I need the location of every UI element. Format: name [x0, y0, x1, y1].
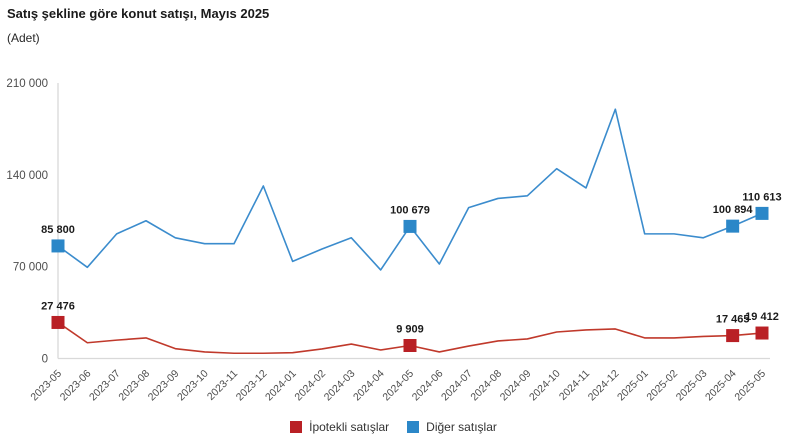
x-tick-label: 2023-08	[116, 368, 152, 404]
x-tick-label: 2023-09	[146, 368, 182, 404]
x-tick-label: 2024-06	[410, 368, 446, 404]
x-tick-label: 2024-08	[468, 368, 504, 404]
legend-item-diger[interactable]: Diğer satışlar	[407, 420, 497, 434]
series-line	[57, 108, 763, 271]
x-tick-label: 2025-01	[615, 368, 651, 404]
x-tick-label: 2024-09	[498, 368, 534, 404]
data-point-label: 19 412	[745, 311, 779, 323]
x-tick-label: 2024-01	[263, 368, 299, 404]
data-point-label: 100 679	[390, 204, 430, 216]
chart-title: Satış şekline göre konut satışı, Mayıs 2…	[7, 6, 270, 21]
data-point-label: 110 613	[742, 191, 781, 203]
x-tick-label: 2024-04	[351, 368, 387, 404]
data-point-marker	[755, 326, 769, 340]
ipotekli-swatch-icon	[290, 421, 303, 433]
data-point-marker	[726, 329, 740, 343]
data-point-label: 9 909	[396, 324, 424, 336]
x-tick-label: 2024-03	[322, 368, 358, 404]
x-tick-label: 2024-12	[586, 368, 622, 404]
data-point-marker	[726, 219, 740, 233]
data-point-label: 85 800	[41, 224, 75, 236]
x-tick-label: 2023-06	[58, 368, 94, 404]
x-tick-label: 2023-07	[87, 368, 123, 404]
x-tick-label: 2025-03	[674, 368, 710, 404]
y-tick-label: 140 000	[6, 170, 48, 182]
x-tick-label: 2024-10	[527, 368, 563, 404]
x-tick-label: 2024-05	[380, 368, 416, 404]
x-tick-label: 2024-11	[557, 368, 592, 403]
data-point-label: 27 476	[41, 300, 75, 312]
chart-legend: İpotekli satışlar Diğer satışlar	[0, 420, 787, 434]
data-point-marker	[755, 206, 769, 220]
x-tick-label: 2025-04	[703, 368, 739, 404]
x-tick-label: 2025-02	[644, 368, 680, 404]
chart-unit-label: (Adet)	[7, 31, 40, 45]
x-tick-label: 2023-05	[28, 368, 64, 404]
data-point-marker	[403, 339, 417, 353]
x-tick-label: 2023-12	[234, 368, 270, 404]
data-point-label: 100 894	[713, 204, 754, 216]
x-tick-label: 2023-10	[175, 368, 211, 404]
data-point-marker	[51, 315, 65, 329]
y-tick-label: 0	[42, 354, 48, 366]
diger-swatch-icon	[407, 421, 420, 433]
data-point-label: 17 465	[716, 314, 750, 326]
x-tick-label: 2023-11	[205, 368, 240, 403]
x-tick-label: 2025-05	[732, 368, 768, 404]
legend-label-diger: Diğer satışlar	[426, 420, 497, 434]
y-tick-label: 70 000	[13, 262, 48, 274]
y-tick-label: 210 000	[6, 78, 48, 90]
x-tick-label: 2024-07	[439, 368, 475, 404]
legend-label-ipotekli: İpotekli satışlar	[309, 420, 390, 434]
x-tick-label: 2024-02	[292, 368, 328, 404]
data-point-marker	[51, 239, 65, 253]
legend-item-ipotekli[interactable]: İpotekli satışlar	[290, 420, 389, 434]
data-point-marker	[403, 219, 417, 233]
